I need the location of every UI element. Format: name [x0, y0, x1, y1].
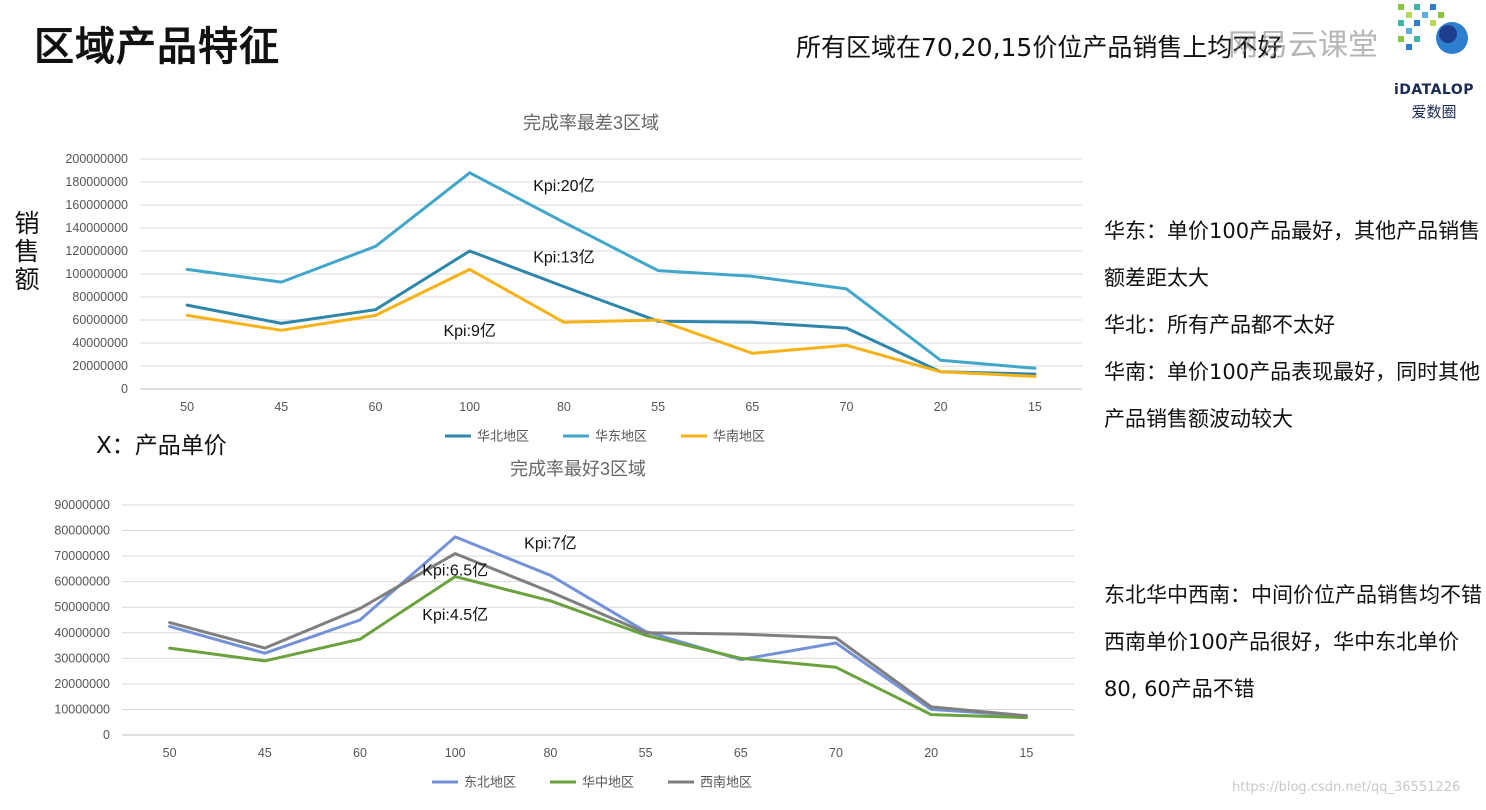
- x-tick-label: 55: [651, 400, 665, 414]
- x-tick-label: 65: [745, 400, 759, 414]
- y-tick-label: 0: [121, 382, 128, 396]
- series-line-2: [185, 171, 1037, 370]
- y-tick-label: 180000000: [65, 175, 128, 189]
- y-tick-label: 30000000: [54, 651, 110, 665]
- x-tick-label: 60: [369, 400, 383, 414]
- y-tick-label: 20000000: [72, 359, 128, 373]
- legend-label: 西南地区: [700, 775, 752, 790]
- y-tick-label: 40000000: [54, 626, 110, 640]
- series-line-2: [168, 575, 1028, 720]
- headline: 所有区域在70,20,15价位产品销售上均不好: [796, 33, 1283, 62]
- chart-title: 完成率最好3区域: [510, 459, 646, 479]
- x-tick-label: 60: [353, 746, 367, 760]
- note-huabei: 华北：所有产品都不太好: [1104, 313, 1335, 337]
- x-tick-label: 55: [639, 746, 653, 760]
- legend-label: 华南地区: [713, 429, 765, 444]
- x-tick-label: 50: [163, 746, 177, 760]
- x-tick-label: 80: [543, 746, 557, 760]
- x-tick-label: 20: [934, 400, 948, 414]
- y-tick-label: 60000000: [54, 575, 110, 589]
- x-tick-label: 50: [180, 400, 194, 414]
- y-tick-label: 60000000: [72, 313, 128, 327]
- legend-label: 东北地区: [464, 775, 516, 790]
- notes-bottom: 东北华中西南：中间价位产品销售均不错 西南单价100产品很好，华中东北单价80,…: [1104, 572, 1484, 713]
- kpi-annotation: Kpi:7亿: [524, 534, 576, 552]
- kpi-annotation: Kpi:13亿: [533, 249, 594, 267]
- kpi-annotation: Kpi:6.5亿: [422, 561, 488, 579]
- logo-icon: [1398, 4, 1468, 54]
- x-tick-label: 15: [1028, 400, 1042, 414]
- x-tick-label: 70: [829, 746, 843, 760]
- y-tick-label: 160000000: [65, 198, 128, 212]
- kpi-annotation: Kpi:20亿: [533, 177, 594, 195]
- y-tick-label: 10000000: [54, 702, 110, 716]
- x-tick-label: 15: [1019, 746, 1033, 760]
- legend-label: 华中地区: [582, 775, 634, 790]
- y-tick-label: 100000000: [65, 267, 128, 281]
- credit: https://blog.csdn.net/qq_36551226: [1232, 780, 1461, 795]
- chart-best-regions: 完成率最好3区域 0 10000000 20000000 30000000 4000000…: [54, 459, 1074, 790]
- watermark: 网易云课堂: [1228, 28, 1378, 63]
- x-tick-label: 45: [258, 746, 272, 760]
- note-middle-price: 东北华中西南：中间价位产品销售均不错: [1104, 583, 1482, 607]
- chart-worst-regions: 完成率最差3区域 0 20000000 40000000 60000000 8000000…: [65, 113, 1082, 444]
- y-tick-label: 0: [103, 728, 110, 742]
- y-tick-label: 80000000: [72, 290, 128, 304]
- y-tick-label: 80000000: [54, 524, 110, 538]
- series-line-1: [185, 249, 1037, 376]
- y-tick-label: 90000000: [54, 498, 110, 512]
- y-axis-caption: 销售额: [14, 209, 40, 294]
- y-tick-label: 140000000: [65, 221, 128, 235]
- note-huadong: 华东：单价100产品最好，其他产品销售额差距太大: [1104, 219, 1481, 290]
- logo-text: iDATALOP: [1393, 82, 1475, 98]
- y-tick-label: 50000000: [54, 600, 110, 614]
- series-line-3: [168, 552, 1028, 718]
- x-tick-label: 45: [274, 400, 288, 414]
- legend-label: 华东地区: [595, 429, 647, 444]
- y-tick-label: 70000000: [54, 549, 110, 563]
- y-tick-label: 40000000: [72, 336, 128, 350]
- note-huanan: 华南：单价100产品表现最好，同时其他产品销售额波动较大: [1104, 360, 1481, 431]
- x-tick-label: 65: [734, 746, 748, 760]
- x-tick-label: 100: [445, 746, 466, 760]
- x-tick-label: 80: [557, 400, 571, 414]
- x-tick-label: 70: [840, 400, 854, 414]
- series-line-3: [185, 267, 1037, 378]
- y-tick-label: 20000000: [54, 677, 110, 691]
- notes-top: 华东：单价100产品最好，其他产品销售额差距太大 华北：所有产品都不太好 华南：…: [1104, 208, 1484, 443]
- x-axis-caption: X：产品单价: [96, 433, 227, 459]
- note-southwest: 西南单价100产品很好，华中东北单价80, 60产品不错: [1104, 630, 1460, 701]
- kpi-annotation: Kpi:4.5亿: [422, 606, 488, 624]
- legend-label: 华北地区: [477, 429, 529, 444]
- page-title: 区域产品特征: [34, 24, 280, 70]
- logo-subtext: 爱数圈: [1411, 103, 1457, 121]
- y-tick-label: 120000000: [65, 244, 128, 258]
- y-tick-label: 200000000: [65, 152, 128, 166]
- chart-title: 完成率最差3区域: [523, 113, 659, 133]
- kpi-annotation: Kpi:9亿: [443, 322, 495, 340]
- x-tick-label: 100: [459, 400, 480, 414]
- x-tick-label: 20: [924, 746, 938, 760]
- series-line-1: [168, 535, 1028, 718]
